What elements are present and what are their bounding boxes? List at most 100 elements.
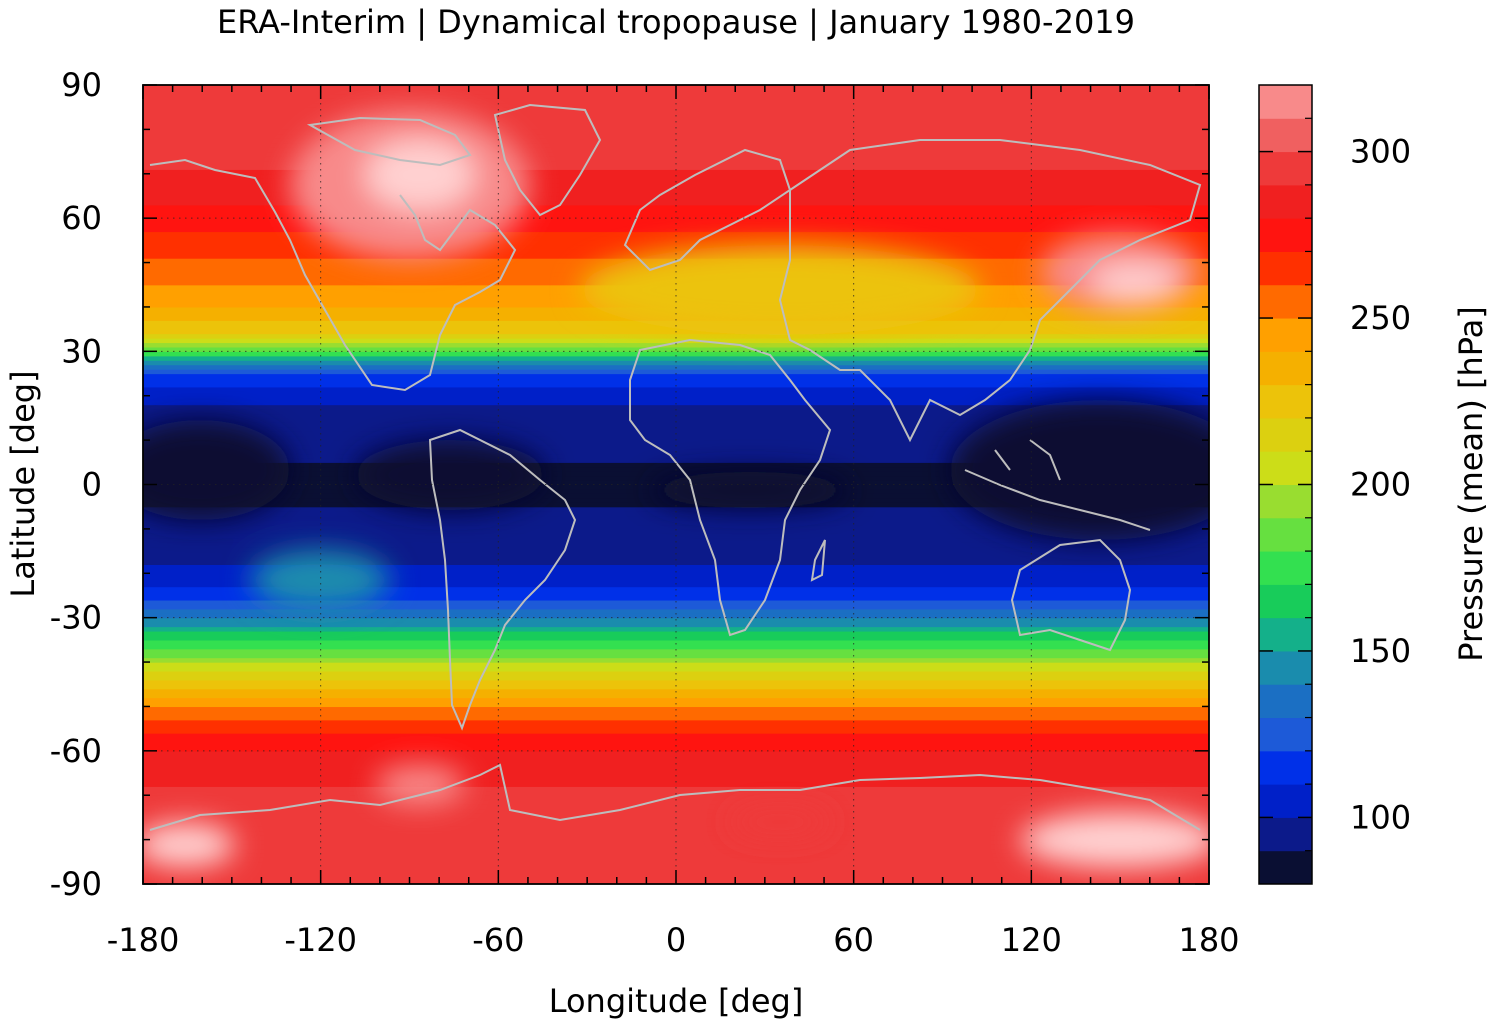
gridlines xyxy=(143,85,1209,884)
heatmap-band xyxy=(143,697,1209,703)
anomaly-equator-africa xyxy=(650,472,850,508)
heatmap-band xyxy=(143,457,1209,463)
heatmap-band xyxy=(143,768,1209,774)
x-axis-label: Longitude [deg] xyxy=(549,982,804,1020)
anomaly-maritime-continent xyxy=(950,400,1209,540)
heatmap-band xyxy=(143,750,1209,756)
heatmap-band xyxy=(143,222,1209,228)
heatmap-band xyxy=(143,524,1209,530)
heatmap-band xyxy=(143,382,1209,388)
heatmap-band xyxy=(143,187,1209,193)
anomaly-antarctic-west xyxy=(143,823,235,867)
colorbar-segment xyxy=(1259,151,1312,186)
heatmap-band xyxy=(143,520,1209,526)
colorbar-segment xyxy=(1259,218,1312,252)
heatmap-band xyxy=(143,404,1209,410)
heatmap-band xyxy=(143,741,1209,747)
heatmap-band xyxy=(143,444,1209,450)
colorbar-segment xyxy=(1259,184,1312,219)
x-tick-label: -120 xyxy=(284,921,357,959)
colorbar-label: Pressure (mean) [hPa] xyxy=(1452,306,1490,661)
colorbar-segment xyxy=(1259,684,1312,719)
heatmap-band xyxy=(143,630,1209,637)
heatmap-band xyxy=(143,160,1209,166)
colorbar-segment xyxy=(1259,118,1312,153)
heatmap-band xyxy=(143,852,1209,858)
anomaly-antarctic-weddell xyxy=(375,765,465,805)
x-tick-labels: -180 -120 -60 0 60 120 180 xyxy=(107,921,1240,959)
anomaly-equator-america xyxy=(355,440,545,510)
heatmap-band xyxy=(143,453,1209,459)
heatmap-band xyxy=(143,391,1209,397)
heatmap-band xyxy=(143,693,1209,699)
heatmap-band xyxy=(143,622,1209,628)
colorbar-segment xyxy=(1259,284,1312,319)
colorbar-tick-label: 200 xyxy=(1350,466,1411,504)
y-tick-label: -60 xyxy=(50,732,102,770)
y-tick-label: 0 xyxy=(82,466,102,504)
heatmap-band xyxy=(143,675,1209,681)
coast-greenland xyxy=(493,103,602,217)
heatmap-band xyxy=(143,679,1209,685)
heatmap-band xyxy=(143,559,1209,565)
heatmap-band xyxy=(143,156,1209,162)
heatmap-band xyxy=(143,537,1209,543)
colorbar-segment xyxy=(1259,85,1312,119)
heatmap-band xyxy=(143,746,1209,752)
heatmap-band xyxy=(143,409,1209,415)
axis-ticks xyxy=(142,84,1210,885)
heatmap-band xyxy=(143,386,1209,392)
heatmap-band xyxy=(143,795,1209,801)
heatmap-band xyxy=(143,240,1209,246)
heatmap-band xyxy=(143,848,1209,854)
heatmap-band xyxy=(143,639,1209,645)
heatmap-band xyxy=(143,231,1209,237)
colorbar-segment xyxy=(1259,517,1312,552)
heatmap-band xyxy=(143,733,1209,739)
y-tick-label: -30 xyxy=(50,599,102,637)
heatmap-band xyxy=(143,422,1209,428)
colorbar-segment xyxy=(1259,850,1312,885)
heatmap-band xyxy=(143,657,1209,663)
anomaly-eurasia-yellow xyxy=(580,245,980,335)
heatmap-band xyxy=(143,138,1209,144)
heatmap-band xyxy=(143,812,1209,819)
heatmap-band xyxy=(143,555,1209,561)
heatmap-band xyxy=(143,626,1209,632)
x-tick-label: -180 xyxy=(107,921,180,959)
colorbar-segment xyxy=(1259,417,1312,452)
colorbar-segment xyxy=(1259,784,1312,818)
heatmap-band xyxy=(143,604,1209,610)
heatmap-band xyxy=(143,102,1209,108)
y-tick-label: 30 xyxy=(61,332,102,370)
heatmap-band xyxy=(143,706,1209,712)
colorbar-segment xyxy=(1259,351,1312,386)
heatmap-band xyxy=(143,564,1209,570)
heatmap-band xyxy=(143,764,1209,770)
heatmap-band xyxy=(143,116,1209,122)
colorbar-segment xyxy=(1259,384,1312,419)
colorbar-segment xyxy=(1259,551,1312,585)
chart-title: ERA-Interim | Dynamical tropopause | Jan… xyxy=(217,3,1135,41)
colorbar-segment xyxy=(1259,750,1312,785)
heatmap-band xyxy=(143,759,1209,765)
heatmap-band xyxy=(143,666,1209,672)
heatmap-band xyxy=(143,333,1209,339)
heatmap-band xyxy=(143,440,1209,446)
coast-maritime-continent xyxy=(964,439,1151,531)
colorbar-segment xyxy=(1259,251,1312,286)
heatmap-band xyxy=(143,528,1209,534)
x-tick-label: 180 xyxy=(1178,921,1239,959)
x-tick-label: -60 xyxy=(472,921,524,959)
coast-asia xyxy=(778,139,1202,443)
coast-australia xyxy=(1010,538,1132,652)
heatmap-band xyxy=(143,342,1209,348)
heatmap-band xyxy=(143,111,1209,117)
heatmap-band xyxy=(143,644,1209,650)
heatmap-band xyxy=(143,728,1209,734)
heatmap-band xyxy=(143,542,1209,548)
coast-africa xyxy=(629,338,832,637)
heatmap-band xyxy=(143,360,1209,366)
colorbar-tick-label: 250 xyxy=(1350,299,1411,337)
y-tick-labels: 90 60 30 0 -30 -60 -90 xyxy=(50,66,102,903)
